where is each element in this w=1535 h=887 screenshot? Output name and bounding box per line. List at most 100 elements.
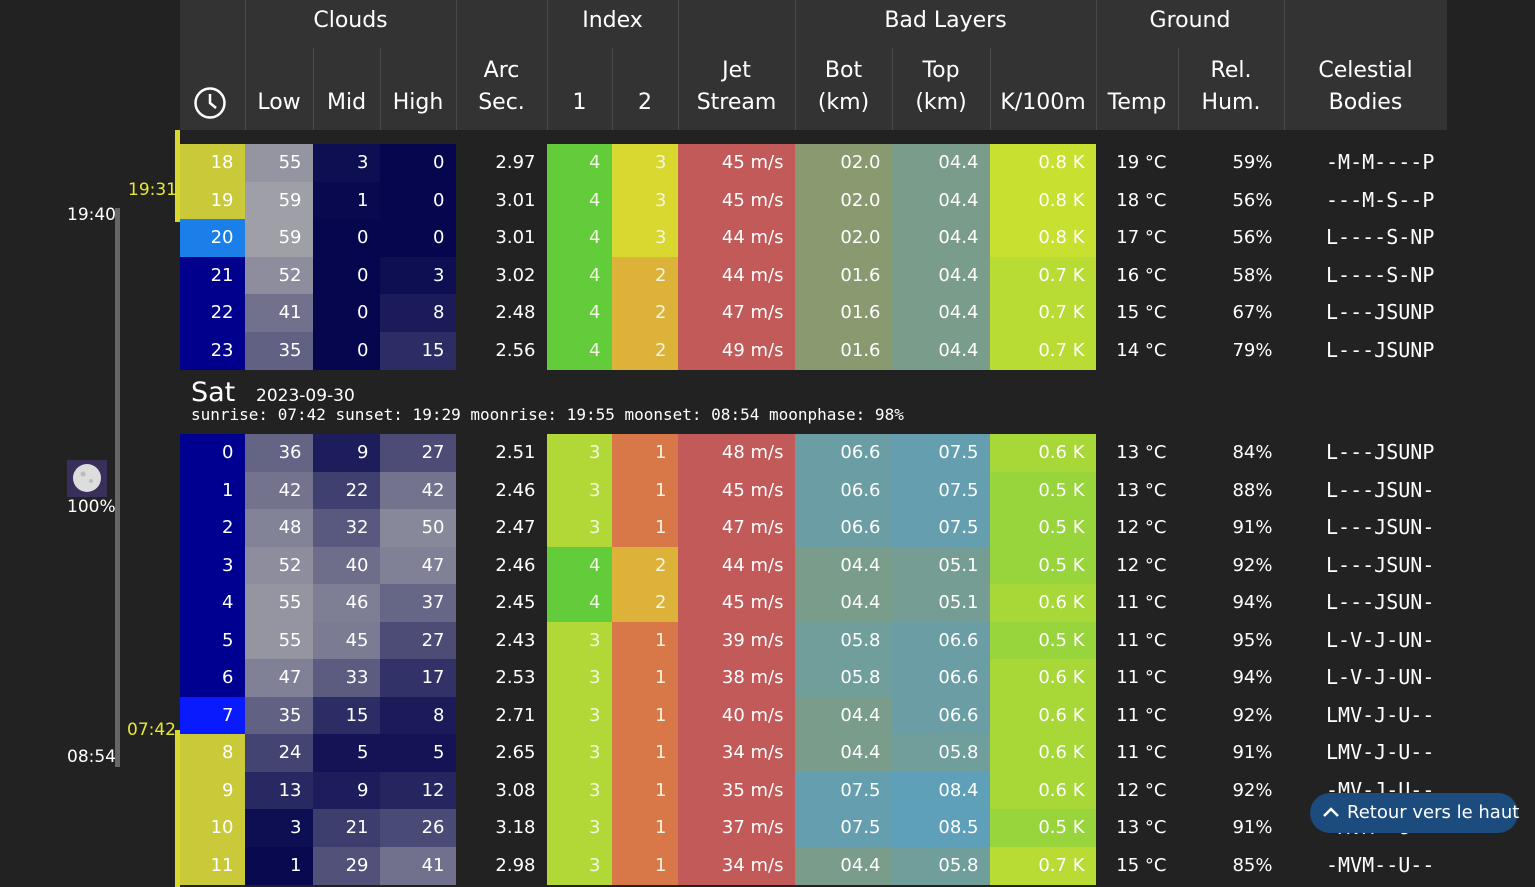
data-cell: 0.5 K [990,509,1097,547]
data-cell: 2.47 [456,509,548,547]
hour-cell: 4 [180,584,246,622]
timeline-bar [115,208,120,767]
data-cell: 1 [612,734,679,772]
chevron-icon [1323,807,1339,817]
divider [547,48,548,130]
data-cell: 45 m/s [678,144,796,182]
data-cell: 04.4 [892,294,991,332]
data-cell: 06.6 [892,621,991,660]
hour-cell: 6 [180,659,246,697]
column-header: Top [922,58,960,83]
hour-cell: 11 [180,846,246,885]
data-cell: 47 m/s [678,509,796,547]
hour-cell: 10 [180,809,246,847]
data-cell: 2 [612,256,679,295]
data-cell: 48 m/s [678,434,796,472]
column-header: K/100m [1000,90,1086,115]
data-cell: 04.4 [892,219,991,257]
data-cell: 45 [313,621,381,660]
data-cell: 12 °C [1096,546,1179,585]
data-cell: 1 [612,659,679,697]
data-cell: 19 °C [1096,144,1179,182]
data-cell: 04.4 [795,846,893,885]
data-cell: 94% [1178,584,1285,622]
data-cell: 4 [547,181,613,220]
data-cell: 50 [380,509,457,547]
data-cell: 04.4 [892,256,991,295]
data-cell: 52 [245,256,314,295]
column-header: Temp [1107,90,1167,115]
clock-icon [194,87,226,119]
data-cell: 2.43 [456,621,548,660]
header-bg [180,0,1447,130]
data-cell: L---JSUN- [1284,509,1448,547]
data-cell: 0 [313,331,381,370]
data-cell: 2 [612,294,679,332]
data-cell: 11 °C [1096,621,1179,660]
data-cell: 37 [380,584,457,622]
data-cell: 48 [245,509,314,547]
column-header: Bot [824,58,863,83]
data-cell: 2.51 [456,434,548,472]
group-header: Clouds [313,8,388,33]
data-cell: 07.5 [892,434,991,472]
data-cell: 2.65 [456,734,548,772]
data-cell: 46 [313,584,381,622]
data-cell: 24 [245,734,314,772]
data-cell: 88% [1178,471,1285,510]
group-header: Bad Layers [884,8,1007,33]
data-cell: 59% [1178,144,1285,182]
data-cell: 21 [313,809,381,847]
data-cell: 0 [313,219,381,257]
data-cell: 34 m/s [678,734,796,772]
hour-cell: 0 [180,434,246,472]
data-cell: 1 [313,181,381,220]
data-cell: 07.5 [892,471,991,510]
data-cell: 02.0 [795,219,893,257]
data-cell: 58% [1178,256,1285,295]
data-cell: 0.5 K [990,546,1097,585]
data-cell: 05.8 [795,659,893,697]
data-cell: -M-M----P [1284,144,1448,182]
data-cell: 3 [612,219,679,257]
data-cell: 01.6 [795,256,893,295]
column-header: Hum. [1201,90,1261,115]
data-cell: 04.4 [795,546,893,585]
data-cell: 1 [612,696,679,735]
data-cell: 52 [245,546,314,585]
data-cell: 45 m/s [678,471,796,510]
data-cell: 08.5 [892,809,991,847]
data-cell: 9 [313,434,381,472]
data-cell: 04.4 [892,181,991,220]
data-cell: 40 [313,546,381,585]
data-cell: 2 [612,546,679,585]
column-header: Celestial [1318,58,1413,83]
divider [1284,48,1285,130]
data-cell: 05.1 [892,546,991,585]
data-cell: 0.6 K [990,434,1097,472]
data-cell: 2.46 [456,471,548,510]
data-cell: 11 °C [1096,734,1179,772]
data-cell: L-V-J-UN- [1284,659,1448,697]
data-cell: 0 [313,294,381,332]
hour-cell: 8 [180,734,246,772]
data-cell: 47 m/s [678,294,796,332]
column-header: 1 [572,90,587,115]
data-cell: 01.6 [795,331,893,370]
data-cell: 38 m/s [678,659,796,697]
data-cell: 0 [380,181,457,220]
divider [990,48,991,130]
data-cell: 11 °C [1096,696,1179,735]
data-cell: 0.7 K [990,294,1097,332]
data-cell: 55 [245,621,314,660]
data-cell: 05.8 [795,621,893,660]
data-cell: 3 [547,771,613,810]
data-cell: 2.56 [456,331,548,370]
data-cell: 47 [380,546,457,585]
data-cell: 3 [612,144,679,182]
data-cell: 04.4 [795,696,893,735]
back-to-top-button[interactable]: Retour vers le haut [1310,793,1519,833]
moonset-label: 08:54 [67,747,116,767]
data-cell: 3 [547,809,613,847]
